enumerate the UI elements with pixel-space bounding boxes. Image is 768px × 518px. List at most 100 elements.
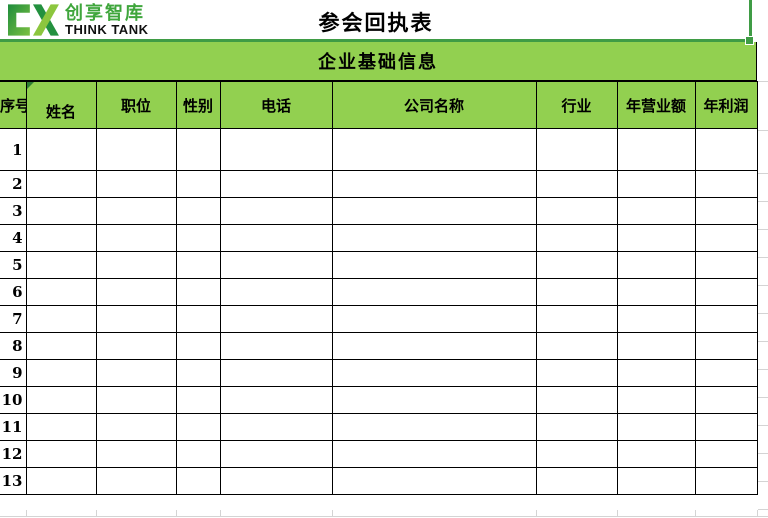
cell-r6-gongsi[interactable] [331, 278, 537, 306]
cell-r3-lirun[interactable] [694, 197, 758, 225]
cell-r13-hangye[interactable] [535, 467, 618, 495]
cell-r5-dianhua[interactable] [219, 251, 333, 279]
cell-r13-lirun[interactable] [694, 467, 758, 495]
cell-r1-xingming[interactable] [25, 128, 97, 171]
row-number-cell[interactable]: 4 [0, 224, 27, 252]
cell-r1-yingyee[interactable] [616, 128, 696, 171]
cell-r5-yingyee[interactable] [616, 251, 696, 279]
cell-r9-dianhua[interactable] [219, 359, 333, 387]
cell-r2-yingyee[interactable] [616, 170, 696, 198]
row-number-cell[interactable]: 8 [0, 332, 27, 360]
cell-r13-gongsi[interactable] [331, 467, 537, 495]
cell-r10-xingbie[interactable] [175, 386, 221, 414]
cell-r6-hangye[interactable] [535, 278, 618, 306]
row-number-cell[interactable]: 2 [0, 170, 27, 198]
cell-r6-xingbie[interactable] [175, 278, 221, 306]
cell-r8-lirun[interactable] [694, 332, 758, 360]
cell-r9-yingyee[interactable] [616, 359, 696, 387]
cell-r12-lirun[interactable] [694, 440, 758, 468]
cell-r9-zhiwei[interactable] [95, 359, 177, 387]
cell-r4-hangye[interactable] [535, 224, 618, 252]
row-number-cell[interactable]: 12 [0, 440, 27, 468]
cell-r13-xingming[interactable] [25, 467, 97, 495]
cell-r11-xingming[interactable] [25, 413, 97, 441]
row-number-cell[interactable]: 1 [0, 128, 27, 171]
cell-r10-hangye[interactable] [535, 386, 618, 414]
cell-r1-hangye[interactable] [535, 128, 618, 171]
cell-r7-gongsi[interactable] [331, 305, 537, 333]
row-number-cell[interactable]: 9 [0, 359, 27, 387]
cell-r11-zhiwei[interactable] [95, 413, 177, 441]
cell-r12-hangye[interactable] [535, 440, 618, 468]
cell-r8-gongsi[interactable] [331, 332, 537, 360]
cell-r7-yingyee[interactable] [616, 305, 696, 333]
cell-r13-xingbie[interactable] [175, 467, 221, 495]
cell-r12-zhiwei[interactable] [95, 440, 177, 468]
cell-r3-xingming[interactable] [25, 197, 97, 225]
cell-r9-hangye[interactable] [535, 359, 618, 387]
cell-r1-xingbie[interactable] [175, 128, 221, 171]
cell-r2-hangye[interactable] [535, 170, 618, 198]
cell-r7-xingming[interactable] [25, 305, 97, 333]
cell-r7-hangye[interactable] [535, 305, 618, 333]
row-number-cell[interactable]: 13 [0, 467, 27, 495]
cell-r12-xingming[interactable] [25, 440, 97, 468]
cell-r13-zhiwei[interactable] [95, 467, 177, 495]
selection-fill-handle[interactable] [745, 36, 754, 45]
cell-r5-zhiwei[interactable] [95, 251, 177, 279]
cell-r4-yingyee[interactable] [616, 224, 696, 252]
cell-r1-lirun[interactable] [694, 128, 758, 171]
cell-r8-xingbie[interactable] [175, 332, 221, 360]
cell-r3-dianhua[interactable] [219, 197, 333, 225]
cell-r10-dianhua[interactable] [219, 386, 333, 414]
cell-r3-yingyee[interactable] [616, 197, 696, 225]
cell-r3-hangye[interactable] [535, 197, 618, 225]
cell-r5-xingbie[interactable] [175, 251, 221, 279]
cell-r2-dianhua[interactable] [219, 170, 333, 198]
cell-r2-gongsi[interactable] [331, 170, 537, 198]
cell-r7-xingbie[interactable] [175, 305, 221, 333]
cell-r4-xingbie[interactable] [175, 224, 221, 252]
cell-r12-xingbie[interactable] [175, 440, 221, 468]
row-number-cell[interactable]: 10 [0, 386, 27, 414]
cell-r10-yingyee[interactable] [616, 386, 696, 414]
cell-r8-dianhua[interactable] [219, 332, 333, 360]
cell-r10-lirun[interactable] [694, 386, 758, 414]
cell-r12-dianhua[interactable] [219, 440, 333, 468]
cell-r11-dianhua[interactable] [219, 413, 333, 441]
cell-r2-xingbie[interactable] [175, 170, 221, 198]
cell-r4-gongsi[interactable] [331, 224, 537, 252]
cell-r9-gongsi[interactable] [331, 359, 537, 387]
cell-r3-xingbie[interactable] [175, 197, 221, 225]
cell-r5-hangye[interactable] [535, 251, 618, 279]
cell-r8-xingming[interactable] [25, 332, 97, 360]
cell-r9-xingbie[interactable] [175, 359, 221, 387]
row-number-cell[interactable]: 5 [0, 251, 27, 279]
cell-r10-gongsi[interactable] [331, 386, 537, 414]
cell-r4-xingming[interactable] [25, 224, 97, 252]
cell-r13-yingyee[interactable] [616, 467, 696, 495]
row-number-cell[interactable]: 3 [0, 197, 27, 225]
cell-r10-zhiwei[interactable] [95, 386, 177, 414]
cell-r2-xingming[interactable] [25, 170, 97, 198]
cell-r5-xingming[interactable] [25, 251, 97, 279]
cell-r11-yingyee[interactable] [616, 413, 696, 441]
cell-r9-xingming[interactable] [25, 359, 97, 387]
row-number-cell[interactable]: 7 [0, 305, 27, 333]
cell-r12-gongsi[interactable] [331, 440, 537, 468]
cell-r11-hangye[interactable] [535, 413, 618, 441]
cell-r9-lirun[interactable] [694, 359, 758, 387]
cell-r7-zhiwei[interactable] [95, 305, 177, 333]
row-number-cell[interactable]: 6 [0, 278, 27, 306]
cell-r6-lirun[interactable] [694, 278, 758, 306]
cell-r13-dianhua[interactable] [219, 467, 333, 495]
cell-r8-hangye[interactable] [535, 332, 618, 360]
cell-r4-lirun[interactable] [694, 224, 758, 252]
cell-r11-lirun[interactable] [694, 413, 758, 441]
cell-r4-dianhua[interactable] [219, 224, 333, 252]
cell-r3-gongsi[interactable] [331, 197, 537, 225]
cell-r6-dianhua[interactable] [219, 278, 333, 306]
cell-r11-gongsi[interactable] [331, 413, 537, 441]
cell-r6-yingyee[interactable] [616, 278, 696, 306]
cell-r1-dianhua[interactable] [219, 128, 333, 171]
